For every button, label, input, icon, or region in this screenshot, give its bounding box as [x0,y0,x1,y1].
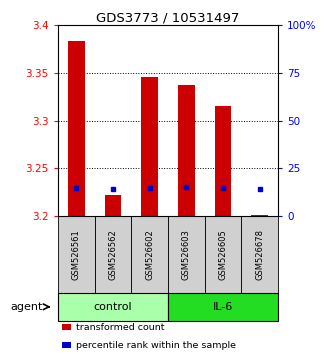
Text: GSM526561: GSM526561 [72,229,81,280]
Bar [178,85,195,216]
Bar [58,293,168,321]
Title: GDS3773 / 10531497: GDS3773 / 10531497 [96,12,240,25]
Bar [141,78,158,216]
Text: GSM526605: GSM526605 [218,229,227,280]
Bar [58,216,95,293]
Text: control: control [94,302,132,312]
Text: percentile rank within the sample: percentile rank within the sample [75,341,236,350]
Bar [205,216,241,293]
Text: transformed count: transformed count [75,323,164,332]
Bar [215,106,231,216]
Text: IL-6: IL-6 [213,302,233,312]
Bar [252,215,268,216]
Bar [62,342,71,348]
Bar [168,293,278,321]
Bar [62,324,71,331]
Bar [68,41,84,216]
Text: GSM526603: GSM526603 [182,229,191,280]
Text: GSM526602: GSM526602 [145,229,154,280]
Bar [168,216,205,293]
Text: agent: agent [10,302,42,312]
Bar [105,195,121,216]
Bar [95,216,131,293]
Text: GSM526562: GSM526562 [109,229,118,280]
Text: GSM526678: GSM526678 [255,229,264,280]
Bar [131,216,168,293]
Bar [241,216,278,293]
